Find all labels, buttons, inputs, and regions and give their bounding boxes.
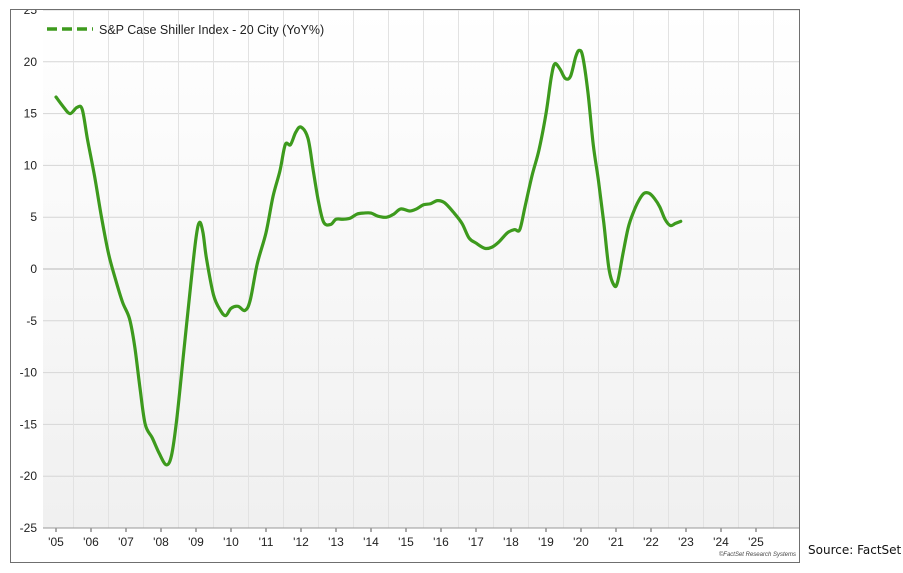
legend: S&P Case Shiller Index - 20 City (YoY%) [47,23,324,37]
x-tick-label: '10 [223,535,239,549]
x-tick-label: '13 [328,535,344,549]
y-tick-label: -25 [20,521,38,535]
x-tick-label: '25 [748,535,764,549]
x-tick-label: '21 [608,535,624,549]
line-chart: -25 -20 -15 -10 -5 0 5 10 15 20 25 '05 '06 '07 '08 '09… [20,10,799,558]
y-tick-label: -5 [26,314,37,328]
series-line-0 [54,48,683,467]
legend-label: S&P Case Shiller Index - 20 City (YoY%) [99,23,324,37]
y-tick-label: 5 [30,210,37,224]
x-tick-label: '15 [398,535,414,549]
x-axis-ticks: '05 '06 '07 '08 '09 '10 '11 '12 '13 '14 '15 '16 '17 '… [43,527,799,549]
y-tick-label: 25 [24,10,38,17]
y-tick-label: 15 [24,107,38,121]
y-axis-ticks: -25 -20 -15 -10 -5 0 5 10 15 20 25 [20,10,38,535]
x-tick-label: '14 [363,535,379,549]
y-tick-label: -15 [20,417,38,431]
x-tick-label: '23 [678,535,694,549]
x-tick-label: '17 [468,535,484,549]
x-tick-label: '08 [153,535,169,549]
x-tick-label: '19 [538,535,554,549]
x-tick-label: '22 [643,535,659,549]
x-tick-label: '18 [503,535,519,549]
y-tick-label: 10 [24,158,38,172]
series-layer [54,48,683,467]
y-tick-label: 0 [30,262,37,276]
y-tick-label: -20 [20,469,38,483]
x-tick-label: '20 [573,535,589,549]
x-tick-label: '16 [433,535,449,549]
x-tick-label: '06 [83,535,99,549]
y-tick-label: -10 [20,366,38,380]
watermark: ©FactSet Research Systems [719,551,796,558]
x-tick-label: '07 [118,535,134,549]
source-note: Source: FactSet [808,543,902,557]
x-tick-label: '09 [188,535,204,549]
x-tick-label: '05 [48,535,64,549]
x-tick-label: '24 [713,535,729,549]
x-tick-label: '12 [293,535,309,549]
gridlines [43,10,799,529]
x-tick-label: '11 [259,535,274,549]
y-tick-label: 20 [24,55,38,69]
chart-frame: -25 -20 -15 -10 -5 0 5 10 15 20 25 '05 '06 '07 '08 '09… [10,9,800,563]
